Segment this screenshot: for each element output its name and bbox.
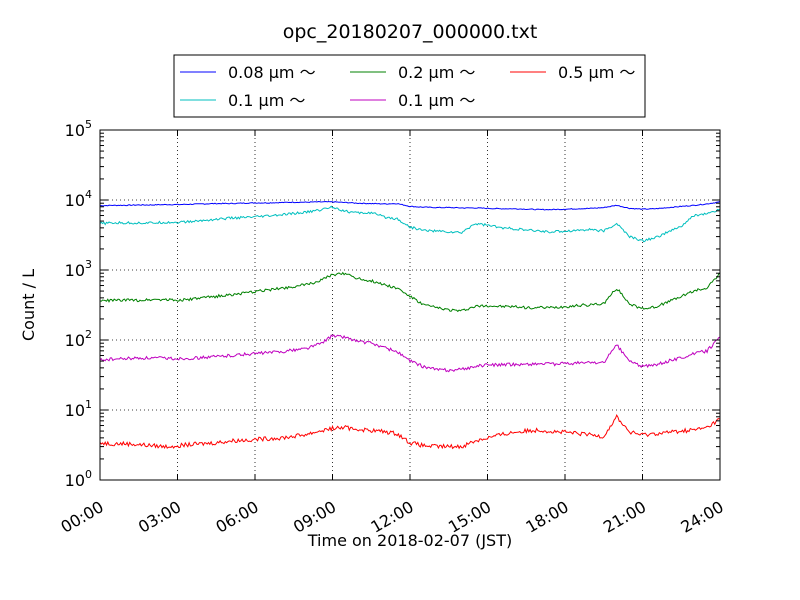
y-tick-base: 10	[65, 261, 85, 280]
y-axis-title: Count / L	[19, 269, 38, 341]
series-line	[99, 334, 721, 373]
y-tick-base: 10	[65, 121, 85, 140]
y-tick-exponent: 1	[85, 398, 92, 411]
y-tick-base: 10	[65, 191, 85, 210]
legend-label: 0.1 μm ～	[398, 91, 475, 110]
series-line	[99, 271, 721, 313]
legend-label: 0.08 μm ～	[228, 63, 316, 82]
x-axis-title: Time on 2018-02-07 (JST)	[307, 531, 512, 550]
legend: 0.08 μm ～ 0.1 μm ～ 0.2 μm ～ 0.1 μm ～ 0.5 μm …	[173, 54, 646, 118]
grid-lines	[100, 130, 720, 480]
axis-ticks	[99, 129, 721, 481]
legend-label: 0.1 μm ～	[228, 91, 305, 110]
chart-title: opc_20180207_000000.txt	[283, 21, 538, 43]
series-line	[99, 413, 721, 450]
y-tick-label: 100	[65, 468, 92, 490]
y-tick-exponent: 5	[85, 118, 92, 131]
y-tick-label: 101	[65, 398, 92, 420]
y-tick-label: 104	[65, 188, 92, 210]
y-tick-base: 10	[65, 401, 85, 420]
y-tick-exponent: 2	[85, 328, 92, 341]
y-tick-base: 10	[65, 471, 85, 490]
series-line	[99, 200, 721, 211]
legend-frame	[173, 54, 646, 118]
y-tick-label: 105	[65, 118, 92, 140]
y-tick-exponent: 3	[85, 258, 92, 271]
series-layer	[99, 200, 721, 450]
y-tick-base: 10	[65, 331, 85, 350]
y-tick-exponent: 0	[85, 468, 92, 481]
series-line	[99, 205, 721, 243]
y-tick-exponent: 4	[85, 188, 92, 201]
legend-label: 0.5 μm ～	[558, 63, 635, 82]
legend-label: 0.2 μm ～	[398, 63, 475, 82]
y-tick-label: 102	[65, 328, 92, 350]
y-tick-label: 103	[65, 258, 92, 280]
